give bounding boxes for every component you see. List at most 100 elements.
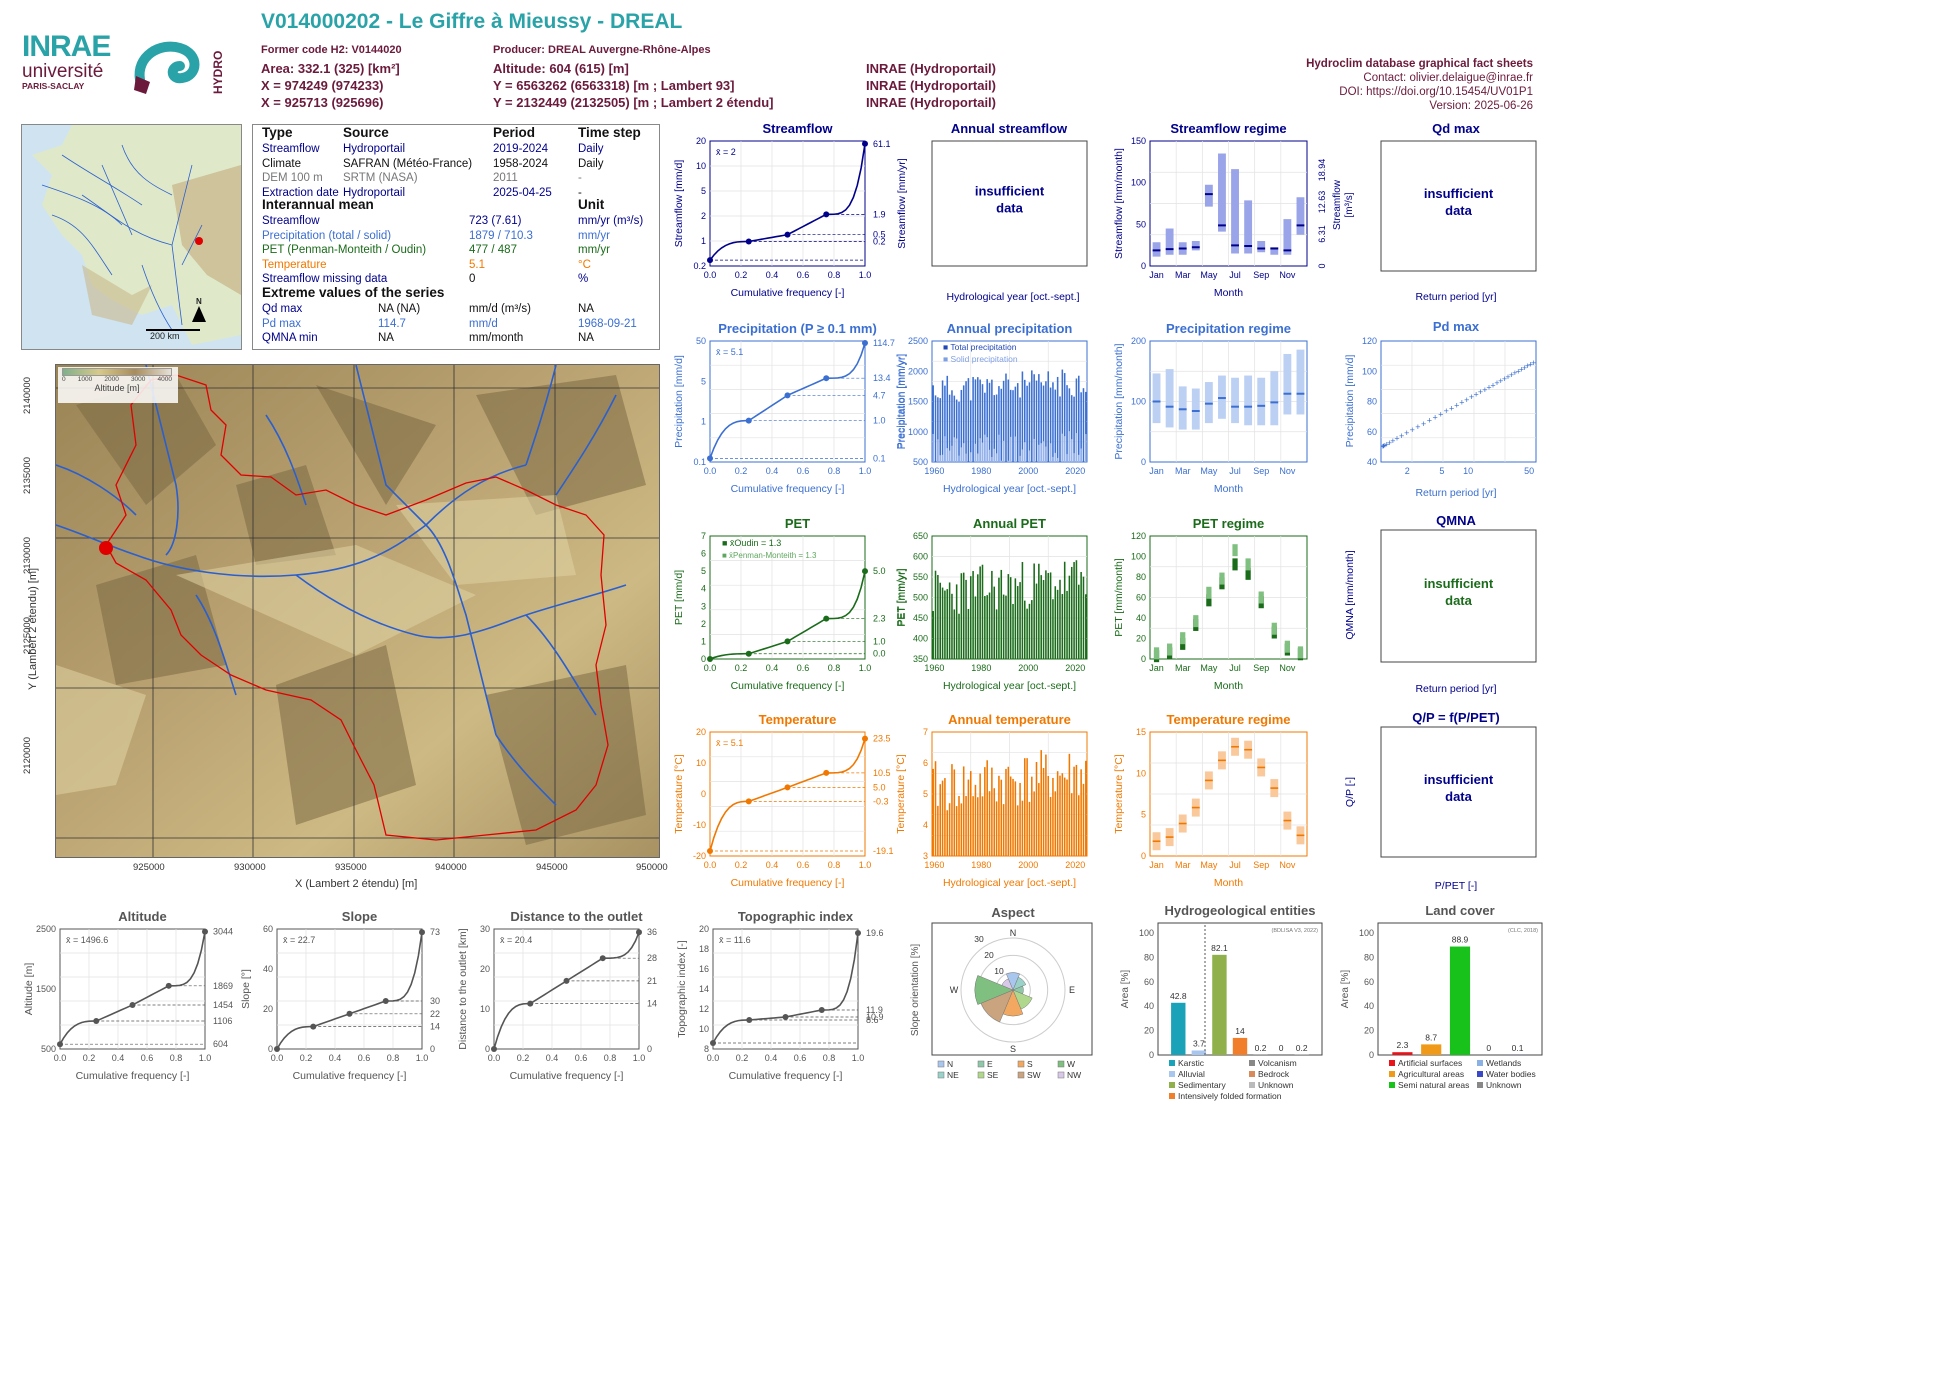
bar — [1035, 380, 1038, 462]
bar — [1014, 386, 1017, 462]
plot-frame — [276, 928, 423, 1050]
x-tick: 0.4 — [112, 1053, 125, 1063]
bar — [977, 574, 979, 659]
info-cell: Streamflow missing data — [262, 273, 388, 285]
regime-box-pm — [1167, 643, 1173, 656]
bar-value: 88.9 — [1452, 935, 1469, 945]
data-point — [346, 1010, 353, 1017]
bar-value: 0 — [1486, 1043, 1491, 1053]
y-tick: 400 — [913, 634, 928, 644]
info-cell: 5.1 — [469, 258, 485, 271]
bar — [981, 796, 984, 856]
bar-solid — [969, 452, 972, 462]
y-axis-label: Precipitation [mm/d] — [673, 355, 685, 448]
data-point: + — [1502, 374, 1507, 384]
x-tick: 10 — [1463, 466, 1473, 476]
bar — [1070, 793, 1073, 856]
data-point: + — [1382, 440, 1387, 450]
bar — [1047, 371, 1050, 462]
bar — [979, 566, 981, 659]
contact: Contact: olivier.delaigue@inrae.fr — [1363, 72, 1533, 84]
bar — [953, 609, 956, 659]
bar-solid — [1073, 453, 1075, 462]
bar — [1056, 771, 1059, 856]
info-cell: °C — [578, 258, 591, 271]
y-tick: 120 — [1362, 336, 1377, 346]
y-tick: 1 — [701, 417, 706, 427]
data-point: + — [1433, 412, 1438, 422]
legend-label: Agricultural areas — [1398, 1069, 1464, 1079]
legend-swatch — [977, 1071, 985, 1079]
y-tick: 0 — [1141, 654, 1146, 664]
x-tick: 0.4 — [766, 270, 779, 280]
x-tick: 0.2 — [735, 860, 748, 870]
bar — [991, 379, 993, 462]
bar-solid — [1085, 434, 1087, 462]
na-text: data — [996, 201, 1024, 216]
month-tick: May — [1200, 860, 1218, 870]
catchment-map: 0 1000 2000 3000 4000 Altitude [m] — [55, 364, 660, 858]
right-tick: 2.3 — [873, 614, 886, 624]
bar — [1028, 603, 1031, 659]
data-point — [202, 928, 208, 935]
bar — [1045, 754, 1047, 856]
panel-title: Streamflow — [762, 121, 833, 136]
legend-label: Volcanism — [1258, 1058, 1297, 1068]
catchment-rivers — [56, 365, 627, 806]
data-point — [823, 615, 830, 622]
gridlines — [710, 141, 865, 266]
info-cell: DEM 100 m — [262, 172, 323, 184]
y-lambert2: Y = 2132449 (2132505) [m ; Lambert 2 éte… — [493, 95, 774, 110]
y-tick: 20 — [263, 1004, 273, 1014]
bar — [960, 803, 963, 856]
bar — [1028, 382, 1031, 462]
mean-label: x̄ = 11.6 — [719, 935, 751, 945]
y-tick: 100 — [1131, 552, 1146, 562]
x-tick: 0.4 — [765, 1053, 778, 1063]
bar — [1021, 371, 1024, 462]
regime-box-oudin — [1245, 567, 1251, 580]
data-point — [745, 238, 752, 245]
bar — [939, 784, 941, 856]
bar — [1019, 397, 1021, 462]
legend-swatch — [1249, 1060, 1255, 1066]
bar — [944, 590, 946, 659]
bar — [1063, 777, 1066, 856]
mean-label: x̄ = 5.1 — [716, 347, 743, 357]
panel-title: Temperature — [759, 712, 837, 727]
x-tick: 0.4 — [766, 663, 779, 673]
regime-box-oudin — [1232, 558, 1238, 571]
y-tick: 30 — [480, 924, 490, 934]
legend-label: Bedrock — [1258, 1069, 1290, 1079]
y-axis-label: Precipitation [mm/yr] — [895, 354, 907, 450]
plot-frame — [709, 340, 866, 463]
x-tick: 0.0 — [271, 1053, 284, 1063]
x-tick: 0.8 — [828, 466, 841, 476]
source-note: (CLC, 2018) — [1508, 928, 1538, 934]
regime-box — [1296, 197, 1305, 235]
legend-label: Semi natural areas — [1398, 1080, 1469, 1090]
month-tick: May — [1200, 466, 1218, 476]
regime-box — [1231, 377, 1239, 424]
bar — [972, 796, 974, 856]
bar — [1073, 562, 1075, 659]
bar — [1232, 1037, 1248, 1055]
bar — [1045, 381, 1047, 462]
bar-solid — [1075, 433, 1078, 462]
bar — [939, 582, 941, 659]
bar-solid — [1023, 442, 1026, 462]
legend-label: E — [987, 1059, 993, 1069]
y-axis-label: Temperature [°C] — [895, 754, 907, 834]
area: Area: 332.1 (325) [km²] — [261, 61, 400, 76]
x-axis-label: P/PET [-] — [1435, 880, 1477, 892]
bar — [1078, 375, 1080, 462]
bar — [1070, 566, 1073, 659]
regime-box — [1244, 375, 1253, 426]
data-point — [784, 638, 791, 645]
legend-label: W — [1067, 1059, 1075, 1069]
bar — [1054, 791, 1057, 856]
month-tick: Mar — [1175, 663, 1191, 673]
info-cell: 1958-2024 — [493, 157, 548, 170]
right-tick: 0.1 — [873, 453, 886, 463]
x-tick: 0.2 — [517, 1053, 530, 1063]
